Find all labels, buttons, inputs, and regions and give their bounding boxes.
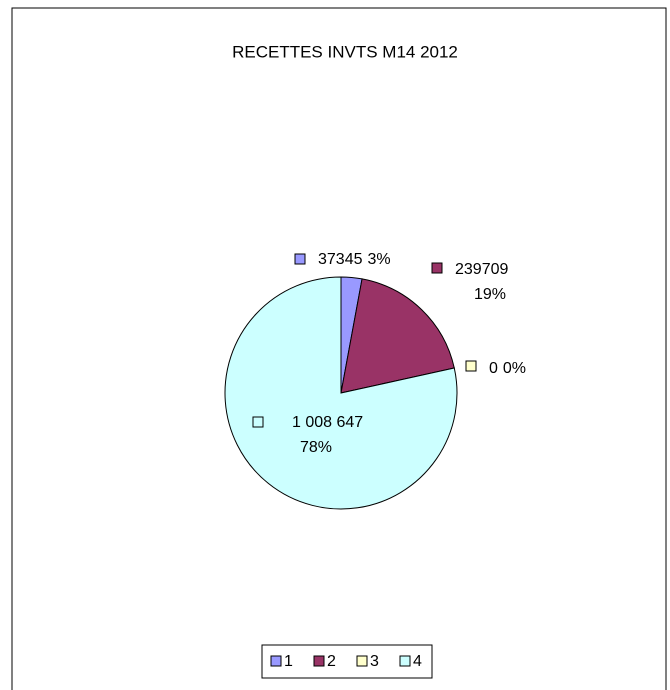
label-key: [252, 416, 264, 428]
label-key: [431, 262, 443, 274]
label-key: [294, 253, 306, 265]
label-key: [465, 360, 477, 372]
data-label-percent: 3%: [368, 251, 391, 268]
data-label-value: 0: [489, 360, 498, 377]
data-label: 239709: [455, 261, 508, 278]
legend-label: 4: [413, 653, 422, 670]
data-label-percent: 78%: [300, 439, 332, 456]
legend-swatch: [399, 655, 411, 667]
legend-swatch: [270, 655, 282, 667]
legend-swatch: [356, 655, 368, 667]
legend-swatch: [313, 655, 325, 667]
legend-label: 1: [284, 653, 293, 670]
data-label-value: 239709: [455, 261, 508, 278]
data-label-percent: 0%: [503, 360, 526, 377]
data-label-value: 1 008 647: [292, 414, 363, 431]
legend-label: 2: [327, 653, 336, 670]
pie-slice: [224, 276, 458, 510]
chart-title: RECETTES INVTS M14 2012: [232, 42, 458, 61]
data-label: 78%: [300, 439, 332, 456]
data-label-percent: 19%: [474, 286, 506, 303]
data-label: 37345 3%: [318, 251, 391, 268]
legend-label: 3: [370, 653, 379, 670]
data-label: 0 0%: [489, 360, 526, 377]
data-label: 19%: [474, 286, 506, 303]
data-label-value: 37345: [318, 251, 363, 268]
data-label: 1 008 647: [292, 414, 363, 431]
pie-slice: [340, 278, 455, 394]
